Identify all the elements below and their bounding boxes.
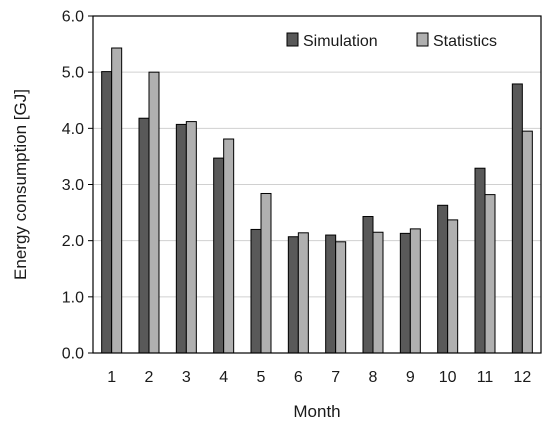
bar-simulation-2 [138,117,150,354]
bar-statistics-7 [335,241,347,354]
bar-simulation-4 [213,157,225,354]
bar-statistics-1 [111,47,123,354]
y-tick-label: 4.0 [62,121,84,138]
bar-statistics-5 [260,192,272,354]
legend-swatch-simulation [286,32,299,47]
x-tick-label: 4 [219,369,228,386]
x-tick-label: 11 [477,369,494,386]
x-axis-label: Month [293,402,340,421]
x-tick-label: 3 [182,369,191,386]
x-tick-label: 7 [331,369,340,386]
x-tick-label: 2 [145,369,154,386]
bar-simulation-11 [474,167,486,354]
bar-series [101,47,533,354]
bar-simulation-7 [325,234,337,354]
y-tick-label: 6.0 [62,9,84,26]
bar-simulation-1 [101,71,113,354]
y-axis-ticks: 0.0 1.0 2.0 3.0 4.0 5.0 6.0 [62,9,93,363]
x-tick-label: 10 [439,369,457,386]
x-tick-label: 8 [369,369,378,386]
legend: Simulation Statistics [286,32,497,50]
bar-statistics-6 [297,232,309,354]
bar-statistics-10 [447,219,459,354]
y-tick-label: 3.0 [62,177,84,194]
bar-simulation-6 [287,236,299,354]
bar-simulation-9 [399,232,411,354]
legend-swatch-statistics [416,32,429,47]
x-tick-label: 1 [107,369,116,386]
bar-statistics-9 [409,228,421,354]
legend-label-simulation: Simulation [303,33,378,50]
y-tick-label: 5.0 [62,65,84,82]
bar-statistics-4 [223,138,235,354]
bar-simulation-3 [175,123,187,354]
y-axis-label: Energy consumption [GJ] [11,89,30,280]
x-axis-ticks: 1 2 3 4 5 6 7 8 9 10 11 12 [107,369,531,386]
gridlines [93,71,541,298]
bar-simulation-8 [362,216,374,354]
bar-statistics-3 [185,121,197,354]
y-tick-label: 0.0 [62,346,84,363]
bar-statistics-12 [521,130,533,354]
x-tick-label: 9 [406,369,415,386]
bar-statistics-2 [148,71,160,354]
x-tick-label: 6 [294,369,303,386]
bar-simulation-10 [437,204,449,354]
bar-statistics-8 [372,231,384,354]
bar-simulation-5 [250,228,262,354]
y-tick-label: 1.0 [62,289,84,306]
x-tick-label: 5 [257,369,266,386]
bar-statistics-11 [484,194,496,354]
x-tick-label: 12 [513,369,531,386]
bar-simulation-12 [511,83,523,354]
legend-label-statistics: Statistics [433,33,497,50]
y-tick-label: 2.0 [62,233,84,250]
